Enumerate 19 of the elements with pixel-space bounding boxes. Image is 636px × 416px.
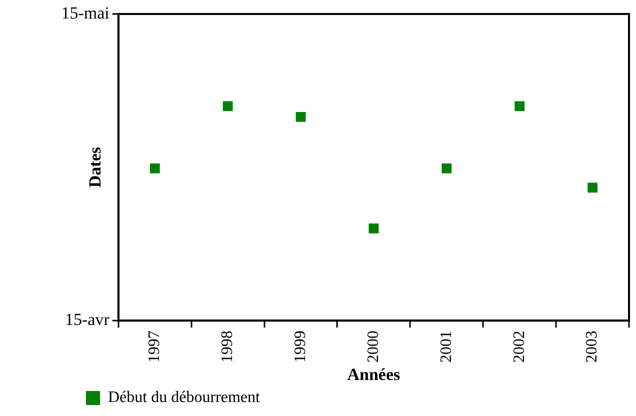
point bbox=[588, 182, 598, 193]
point bbox=[150, 163, 160, 174]
x-axis-title: Années bbox=[347, 365, 401, 384]
x-tick-label: 2001 bbox=[438, 330, 455, 363]
x-tick-label: 1997 bbox=[146, 330, 164, 363]
legend-label: Début du débourrement bbox=[108, 389, 261, 406]
point bbox=[442, 163, 452, 174]
point bbox=[368, 223, 379, 234]
x-tick-label: 2002 bbox=[510, 330, 528, 363]
point bbox=[296, 112, 306, 122]
x-tick-label: 2003 bbox=[584, 330, 601, 363]
x-tick-label: 1999 bbox=[292, 330, 309, 363]
point bbox=[514, 101, 525, 112]
x-tick-label: 1998 bbox=[219, 330, 236, 363]
point bbox=[222, 101, 233, 112]
y-axis-title: Dates bbox=[86, 146, 105, 188]
text: 15-avr bbox=[65, 310, 110, 330]
text: 15-mai bbox=[61, 3, 110, 22]
x-tick-label: 2000 bbox=[364, 330, 382, 363]
